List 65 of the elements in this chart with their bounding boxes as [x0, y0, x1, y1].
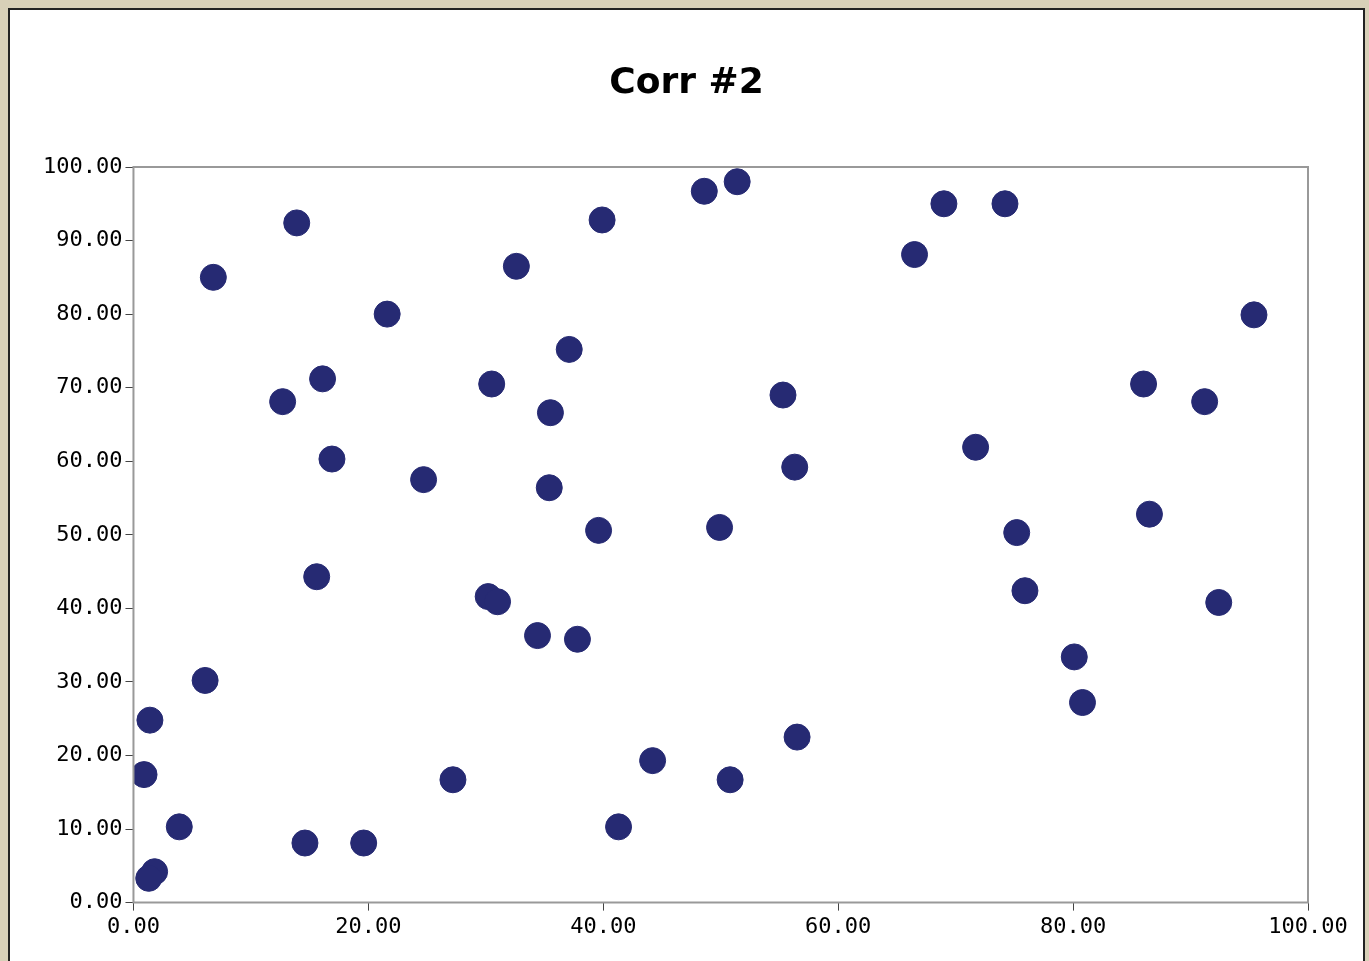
point: [1205, 588, 1233, 616]
point: [781, 453, 809, 481]
point: [410, 466, 438, 494]
point: [1068, 689, 1096, 717]
point: [1240, 301, 1268, 329]
y-tick-label: 10.00: [56, 814, 123, 840]
point: [165, 813, 193, 841]
point: [269, 388, 297, 416]
x-tick-label: 40.00: [570, 912, 637, 938]
y-tick-label: 40.00: [56, 594, 123, 620]
point: [769, 381, 797, 409]
point: [555, 335, 583, 363]
point: [283, 209, 311, 237]
x-tick-label: 20.00: [335, 912, 402, 938]
y-tick-label: 20.00: [56, 741, 123, 767]
point: [605, 813, 633, 841]
point: [690, 177, 718, 205]
x-tick-label: 100.00: [1268, 912, 1348, 938]
point: [1130, 370, 1158, 398]
point: [1003, 519, 1031, 547]
x-tick-label: 80.00: [1039, 912, 1107, 938]
point: [1191, 388, 1219, 416]
point: [484, 588, 512, 616]
point: [716, 766, 744, 794]
point: [1011, 577, 1039, 605]
point: [303, 563, 331, 591]
point: [373, 300, 401, 328]
point: [478, 370, 506, 398]
x-tick-label: 60.00: [805, 912, 872, 938]
y-tick-label: 60.00: [56, 446, 123, 472]
point: [706, 513, 734, 541]
point: [350, 829, 378, 857]
x-tick-label: 0.00: [106, 912, 160, 938]
point: [962, 433, 990, 461]
point: [563, 625, 591, 653]
point: [502, 252, 530, 280]
point: [991, 190, 1019, 218]
point: [291, 829, 319, 857]
point: [439, 766, 467, 794]
point: [723, 168, 751, 196]
y-tick-label: 0.00: [69, 888, 123, 914]
point: [536, 399, 564, 427]
point: [524, 622, 552, 650]
point: [930, 190, 958, 218]
point: [1135, 500, 1163, 528]
y-tick-label: 90.00: [56, 226, 123, 252]
chart-title: Corr #2: [608, 60, 765, 101]
y-tick-label: 100.00: [42, 152, 123, 178]
y-tick-label: 70.00: [56, 373, 123, 399]
point: [135, 864, 163, 892]
point: [199, 263, 227, 291]
point: [783, 723, 811, 751]
y-tick-label: 50.00: [56, 520, 123, 546]
point: [901, 241, 929, 269]
point: [318, 445, 346, 473]
point: [191, 666, 219, 694]
point: [136, 706, 164, 734]
point: [309, 365, 337, 393]
point: [639, 747, 667, 775]
y-tick-label: 30.00: [56, 667, 123, 693]
point: [535, 474, 563, 502]
point: [585, 516, 613, 544]
point: [1060, 643, 1088, 671]
y-tick-label: 80.00: [56, 299, 123, 325]
point: [588, 206, 616, 234]
